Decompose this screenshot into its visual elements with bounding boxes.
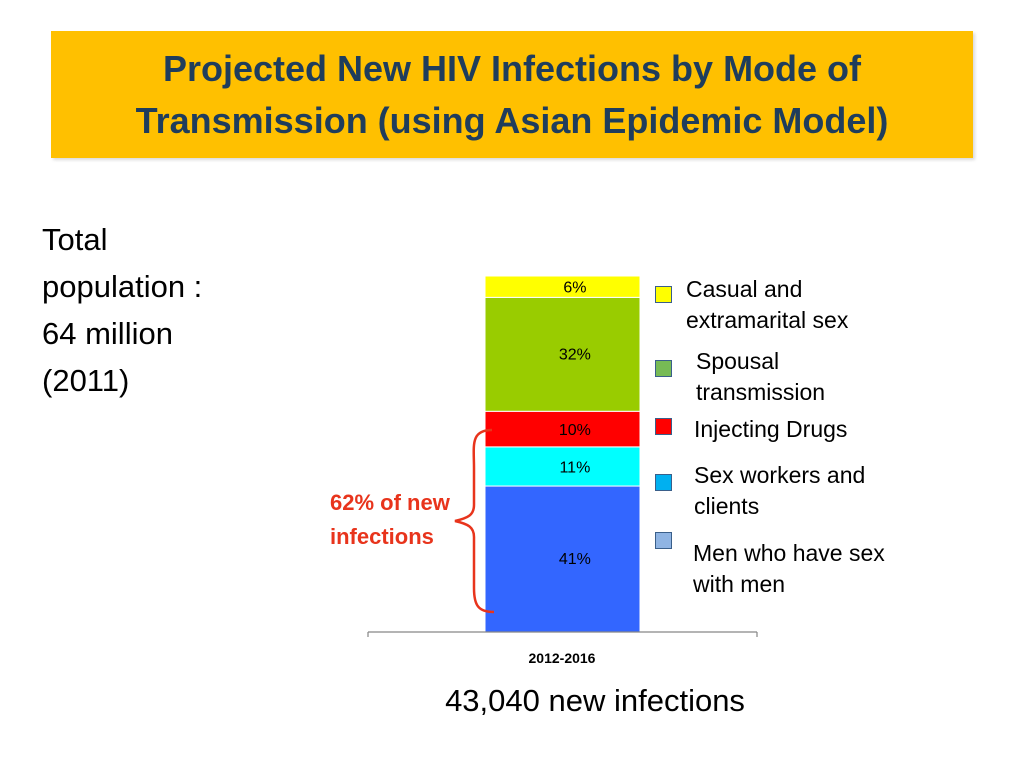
legend-item-spousal-transmission: Spousal transmission	[655, 346, 896, 408]
bar-label-spousal-transmission: 32%	[559, 346, 591, 363]
legend-swatch-spousal-transmission	[655, 360, 672, 377]
legend-swatch-men-who-have-sex-with-men	[655, 532, 672, 549]
legend-item-casual-and-extramarital-sex: Casual and extramarital sex	[655, 274, 886, 336]
bar-label-casual-and-extramarital-sex: 6%	[563, 280, 586, 297]
bar-segment-men-who-have-sex-with-men	[484, 485, 641, 633]
brace-annotation: 62% of new infections	[330, 490, 450, 549]
x-tick-label: 2012-2016	[529, 650, 596, 666]
x-tick-labels: 2012-2016	[529, 650, 596, 666]
title-banner: Projected New HIV Infections by Mode of …	[51, 31, 973, 158]
brace-icon	[454, 428, 495, 614]
legend-label-spousal-transmission: Spousal transmission	[696, 348, 826, 405]
bar-segment-casual-and-extramarital-sex	[484, 275, 641, 298]
population-note: Total population : 64 million (2011)	[42, 222, 203, 398]
legend-label-sex-workers-and-clients: Sex workers and clients	[694, 462, 866, 519]
legend-label-casual-and-extramarital-sex: Casual and extramarital sex	[686, 276, 849, 333]
footer-note: 43,040 new infections	[445, 683, 745, 718]
page-title: Projected New HIV Infections by Mode of …	[135, 47, 889, 141]
bar-stack	[484, 275, 641, 633]
bar-label-injecting-drugs: 10%	[559, 422, 591, 439]
legend-swatch-injecting-drugs	[655, 418, 672, 435]
legend-label-men-who-have-sex-with-men: Men who have sex with men	[693, 540, 885, 597]
bar-segment-sex-workers-and-clients	[484, 446, 641, 487]
legend-item-sex-workers-and-clients: Sex workers and clients	[655, 460, 894, 522]
bar-value-labels: 41% 11% 10% 32% 6%	[559, 280, 591, 568]
bar-label-sex-workers-and-clients: 11%	[559, 459, 590, 476]
legend-item-injecting-drugs: Injecting Drugs	[655, 414, 894, 445]
legend-swatch-sex-workers-and-clients	[655, 474, 672, 491]
bar-label-men-who-have-sex-with-men: 41%	[559, 551, 591, 568]
legend-item-men-who-have-sex-with-men: Men who have sex with men	[655, 532, 893, 600]
legend-label-injecting-drugs: Injecting Drugs	[694, 416, 848, 442]
legend-swatch-casual-and-extramarital-sex	[655, 286, 672, 303]
